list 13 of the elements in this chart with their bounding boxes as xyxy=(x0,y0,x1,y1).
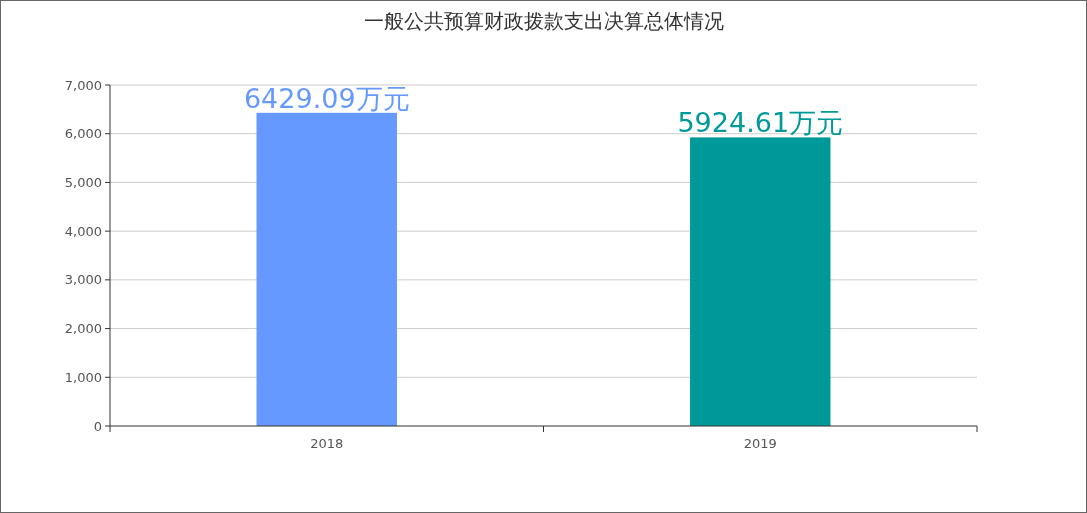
y-tick-label: 0 xyxy=(93,418,102,434)
data-label: 5924.61万元 xyxy=(677,107,844,139)
chart-title: 一般公共预算财政拨款支出决算总体情况 xyxy=(363,9,724,33)
y-tick-label: 2,000 xyxy=(64,321,102,337)
data-label: 6429.09万元 xyxy=(243,82,410,114)
x-tick-label: 2019 xyxy=(743,436,777,451)
y-tick-label: 5,000 xyxy=(64,174,102,190)
y-tick-label: 3,000 xyxy=(64,272,102,288)
y-tick-label: 7,000 xyxy=(64,77,102,93)
x-tick-label: 2018 xyxy=(310,436,344,451)
y-tick-label: 4,000 xyxy=(64,223,102,239)
y-tick-label: 6,000 xyxy=(64,126,102,142)
y-tick-label: 1,000 xyxy=(64,369,102,385)
